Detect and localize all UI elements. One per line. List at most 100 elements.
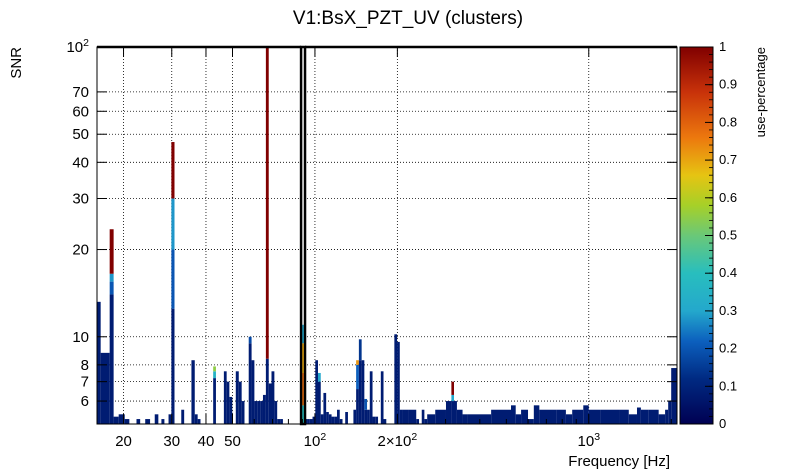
heatmap-cell bbox=[191, 360, 195, 424]
chart-title: V1:BsX_PZT_UV (clusters) bbox=[293, 8, 523, 29]
heatmap-cell bbox=[565, 414, 573, 424]
heatmap-cell bbox=[181, 409, 185, 424]
heatmap-cell bbox=[394, 334, 398, 424]
heatmap-cell bbox=[397, 341, 400, 424]
heatmap-cell bbox=[369, 371, 373, 424]
heatmap-cell bbox=[171, 142, 175, 199]
heatmap-cell bbox=[451, 381, 455, 395]
heatmap-cell bbox=[462, 414, 468, 424]
y-tick-label: 50 bbox=[72, 126, 89, 143]
heatmap-cell bbox=[118, 414, 125, 424]
heatmap-cell bbox=[194, 414, 198, 424]
heatmap-cell bbox=[345, 412, 348, 424]
colorbar-tick-label: 0.9 bbox=[719, 77, 737, 92]
heatmap-cell bbox=[171, 308, 175, 424]
heatmap-cell bbox=[323, 392, 327, 424]
colorbar-tick-label: 0.5 bbox=[719, 228, 737, 243]
heatmap-cell bbox=[337, 409, 340, 424]
heatmap-cell bbox=[301, 324, 305, 344]
heatmap-cell bbox=[226, 381, 230, 424]
x-axis-label: Frequency [Hz] bbox=[568, 453, 670, 470]
heatmap-cell bbox=[619, 409, 629, 424]
colorbar-tick-label: 0.7 bbox=[719, 152, 737, 167]
heatmap-cell bbox=[528, 419, 534, 424]
heatmap-cell bbox=[356, 364, 359, 390]
colorbar-label: use-percentage bbox=[753, 47, 768, 137]
colorbar-tick-label: 0.4 bbox=[719, 265, 737, 280]
heatmap-cell bbox=[640, 409, 649, 424]
heatmap-cell bbox=[262, 394, 266, 424]
heatmap-cell bbox=[636, 407, 641, 424]
heatmap-cell bbox=[424, 419, 428, 424]
heatmap-cell bbox=[124, 419, 130, 424]
y-tick-label: 20 bbox=[72, 242, 89, 259]
heatmap-cell bbox=[301, 343, 305, 373]
heatmap-cell bbox=[317, 381, 321, 424]
heatmap-cell bbox=[265, 47, 269, 359]
heatmap-cell bbox=[238, 381, 242, 424]
heatmap-cell bbox=[435, 409, 446, 424]
heatmap-cell bbox=[491, 409, 511, 424]
heatmap-cell bbox=[309, 419, 313, 424]
heatmap-cell bbox=[356, 360, 359, 365]
heatmap-cell bbox=[521, 409, 529, 424]
heatmap-cell bbox=[600, 409, 620, 424]
heatmap-cell bbox=[364, 409, 368, 424]
heatmap-cell bbox=[213, 371, 216, 379]
heatmap-cell bbox=[168, 414, 172, 424]
heatmap-cell bbox=[257, 401, 261, 424]
colorbar-tick-label: 0.6 bbox=[719, 190, 737, 205]
colorbar-tick-label: 0.2 bbox=[719, 341, 737, 356]
heatmap-cell bbox=[197, 419, 201, 424]
heatmap-cell bbox=[100, 352, 110, 424]
heatmap-cell bbox=[241, 401, 245, 424]
x-tick-label-exponent: 2 bbox=[411, 431, 417, 443]
heatmap-cell bbox=[109, 294, 114, 424]
colorbar-tick-label: 0 bbox=[719, 416, 726, 431]
y-tick-label: 6 bbox=[81, 393, 89, 410]
heatmap-cell bbox=[271, 371, 275, 424]
heatmap-cell bbox=[154, 414, 159, 424]
x-tick-label: 40 bbox=[198, 433, 215, 450]
heatmap-cell bbox=[109, 281, 114, 295]
y-tick-label: 60 bbox=[72, 103, 89, 120]
heatmap-cell bbox=[248, 343, 252, 424]
heatmap-cell bbox=[331, 416, 335, 424]
heatmap-cell bbox=[665, 409, 669, 424]
heatmap-cell bbox=[254, 401, 258, 424]
heatmap-cell bbox=[539, 409, 557, 424]
heatmap-cell bbox=[320, 414, 324, 424]
x-tick-label-exponent: 2 bbox=[320, 431, 326, 443]
colorbar-tick-label: 0.1 bbox=[719, 378, 737, 393]
heatmap-cell bbox=[367, 409, 370, 424]
heatmap-cell bbox=[454, 401, 457, 424]
heatmap-cells bbox=[97, 47, 677, 424]
y-tick-label: 10 bbox=[72, 329, 89, 346]
heatmap-cell bbox=[451, 394, 455, 402]
heatmap-cell bbox=[421, 409, 425, 424]
heatmap-cell bbox=[97, 301, 101, 424]
y-tick-label: 30 bbox=[72, 191, 89, 208]
heatmap-cell bbox=[572, 409, 584, 424]
heatmap-cell bbox=[161, 419, 165, 424]
x-tick-label: 20 bbox=[115, 433, 132, 450]
heatmap-cell bbox=[301, 405, 305, 424]
colorbar-tick-label: 0.3 bbox=[719, 303, 737, 318]
heatmap-cell bbox=[402, 409, 409, 424]
heatmap-cell bbox=[533, 405, 540, 424]
heatmap-cell bbox=[113, 416, 119, 424]
heatmap-cell bbox=[671, 368, 677, 424]
heatmap-cell bbox=[364, 398, 368, 410]
heatmap-cell bbox=[515, 414, 522, 424]
heatmap-cell bbox=[445, 401, 452, 424]
heatmap-cell bbox=[556, 409, 566, 424]
heatmap-cell bbox=[358, 360, 362, 424]
heatmap-cell bbox=[375, 416, 379, 424]
heatmap-cell bbox=[229, 396, 233, 424]
heatmap-cell bbox=[248, 336, 252, 344]
y-tick-label-exponent: 2 bbox=[83, 37, 89, 49]
heatmap-cell bbox=[339, 419, 343, 424]
heatmap-cell bbox=[399, 409, 403, 424]
